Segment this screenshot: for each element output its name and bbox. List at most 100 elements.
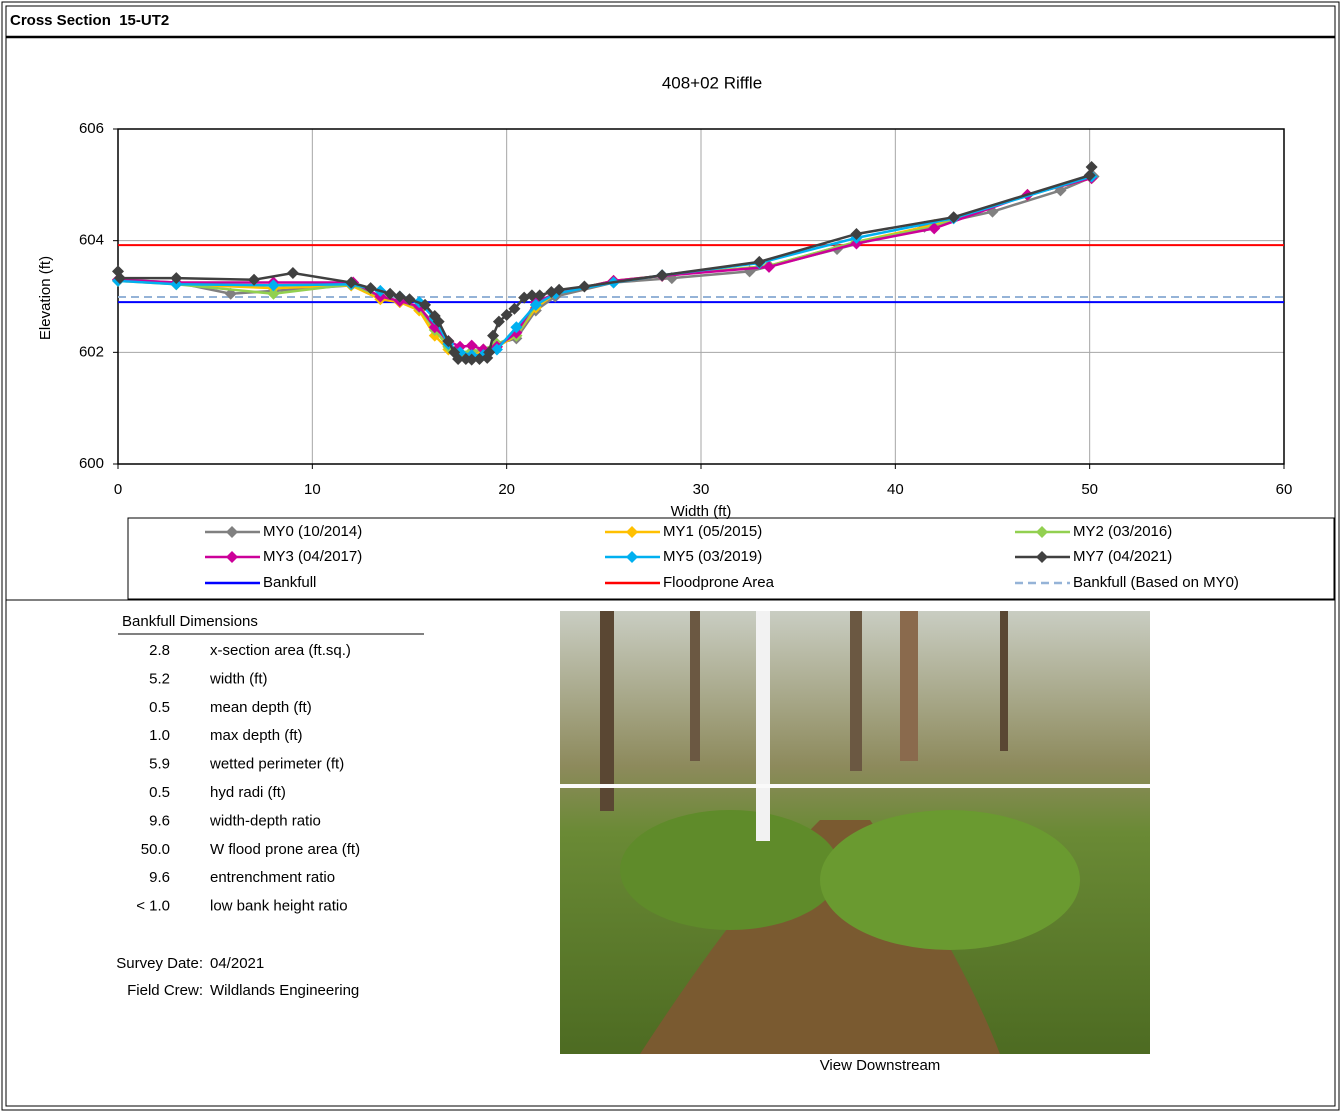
- data-point: [1083, 169, 1096, 182]
- dimensions-title: Bankfull Dimensions: [122, 613, 258, 630]
- data-point: [452, 353, 465, 366]
- dimension-label: low bank height ratio: [210, 898, 348, 915]
- data-point: [656, 269, 669, 282]
- dimension-label: hyd radi (ft): [210, 784, 286, 801]
- data-point: [267, 279, 280, 292]
- x-tick-label: 10: [304, 481, 321, 498]
- data-point: [113, 272, 126, 285]
- dimension-label: max depth (ft): [210, 727, 303, 744]
- legend-label: MY7 (04/2021): [1073, 548, 1172, 565]
- data-point: [553, 283, 566, 296]
- data-point: [850, 227, 863, 240]
- y-tick-label: 604: [79, 232, 104, 249]
- data-point: [928, 222, 941, 235]
- dimension-value: 50.0: [141, 841, 170, 858]
- legend-label: Floodprone Area: [663, 574, 775, 591]
- data-point: [403, 293, 416, 306]
- survey-label: Survey Date:: [116, 955, 203, 972]
- data-point: [508, 302, 521, 315]
- legend-marker: [626, 526, 638, 538]
- data-point: [442, 335, 455, 348]
- data-point: [1085, 160, 1098, 173]
- y-tick-label: 606: [79, 120, 104, 137]
- data-point: [763, 260, 776, 273]
- photo: [560, 611, 1150, 1054]
- legend-label: MY2 (03/2016): [1073, 523, 1172, 540]
- survey-value: 04/2021: [210, 955, 264, 972]
- series-line: [117, 176, 1092, 354]
- x-axis-label: Width (ft): [671, 503, 732, 520]
- series-line: [117, 176, 1092, 357]
- data-point: [465, 339, 478, 352]
- data-point: [248, 273, 261, 286]
- survey-value: Wildlands Engineering: [210, 982, 359, 999]
- data-point: [529, 298, 542, 311]
- dimension-value: 0.5: [149, 784, 170, 801]
- data-point: [578, 280, 591, 293]
- data-point: [947, 211, 960, 224]
- series-line: [117, 175, 1092, 357]
- x-tick-label: 50: [1081, 481, 1098, 498]
- dimension-value: 1.0: [149, 727, 170, 744]
- legend-marker: [226, 551, 238, 563]
- data-point: [419, 298, 432, 311]
- chart-title: 408+02 Riffle: [662, 73, 762, 92]
- x-tick-label: 20: [498, 481, 515, 498]
- dimension-value: 2.8: [149, 642, 170, 659]
- x-tick-label: 60: [1276, 481, 1293, 498]
- series-line: [116, 166, 1093, 361]
- survey-label: Field Crew:: [127, 982, 203, 999]
- dimension-value: 9.6: [149, 812, 170, 829]
- y-axis-label: Elevation (ft): [37, 256, 54, 340]
- dimension-value: 5.2: [149, 670, 170, 687]
- legend-label: Bankfull: [263, 574, 316, 591]
- legend-marker: [1036, 526, 1048, 538]
- data-point: [500, 308, 513, 321]
- x-tick-label: 40: [887, 481, 904, 498]
- dimension-label: wetted perimeter (ft): [209, 756, 344, 773]
- data-point: [483, 346, 496, 359]
- legend-label: Bankfull (Based on MY0): [1073, 574, 1239, 591]
- dimension-value: < 1.0: [136, 898, 170, 915]
- dimension-label: W flood prone area (ft): [210, 841, 360, 858]
- data-point: [487, 329, 500, 342]
- data-point: [170, 278, 183, 291]
- x-tick-label: 30: [693, 481, 710, 498]
- legend-label: MY3 (04/2017): [263, 548, 362, 565]
- data-point: [432, 315, 445, 328]
- data-point: [525, 289, 538, 302]
- dimension-label: x-section area (ft.sq.): [210, 642, 351, 659]
- data-point: [492, 315, 505, 328]
- series-line: [117, 175, 1095, 355]
- legend-label: MY5 (03/2019): [663, 548, 762, 565]
- header-title: Cross Section 15-UT2: [10, 12, 169, 29]
- y-tick-label: 602: [79, 343, 104, 360]
- legend-marker: [226, 526, 238, 538]
- inner-border: [5, 5, 1336, 1107]
- data-point: [170, 272, 183, 285]
- dimension-label: width (ft): [209, 670, 268, 687]
- data-point: [473, 353, 486, 366]
- dimension-label: width-depth ratio: [209, 812, 321, 829]
- legend-marker: [626, 551, 638, 563]
- data-point: [393, 290, 406, 303]
- legend-label: MY1 (05/2015): [663, 523, 762, 540]
- data-point: [364, 282, 377, 295]
- photo-caption: View Downstream: [820, 1057, 941, 1074]
- dimension-label: mean depth (ft): [210, 699, 312, 716]
- data-point: [384, 287, 397, 300]
- data-point: [465, 353, 478, 366]
- legend-marker: [1036, 551, 1048, 563]
- y-tick-label: 600: [79, 455, 104, 472]
- dimension-value: 5.9: [149, 756, 170, 773]
- data-point: [286, 267, 299, 280]
- data-point: [753, 255, 766, 268]
- dimension-value: 0.5: [149, 699, 170, 716]
- dimension-label: entrenchment ratio: [210, 869, 335, 886]
- series-line: [117, 176, 1092, 351]
- data-point: [510, 321, 523, 334]
- data-point: [267, 287, 280, 300]
